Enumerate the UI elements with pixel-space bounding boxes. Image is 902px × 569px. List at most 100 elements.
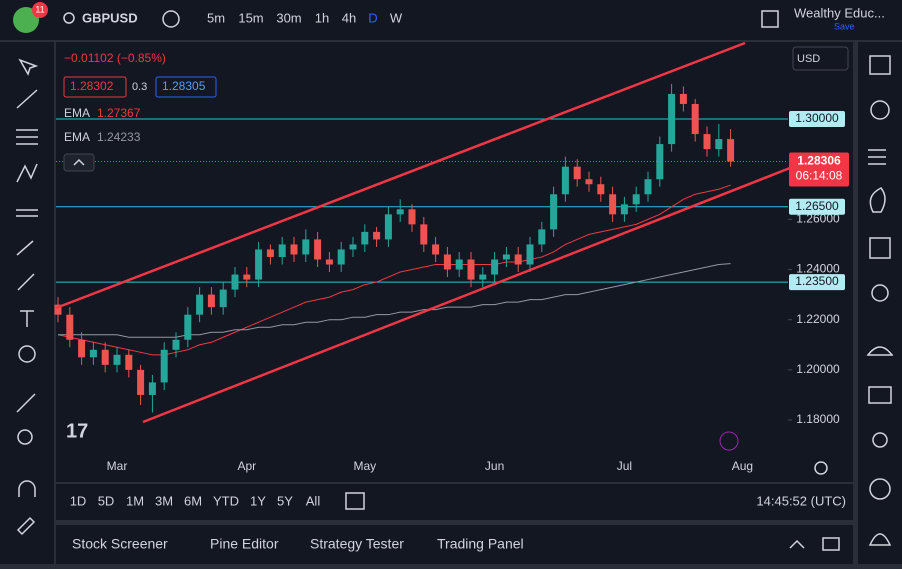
y-tick-label: 1.20000: [796, 362, 840, 376]
x-tick-label: May: [353, 459, 376, 473]
settings-icon[interactable]: [814, 461, 828, 475]
candle-body: [491, 259, 499, 275]
panel-tab[interactable]: Pine Editor: [210, 536, 279, 552]
side-widgets[interactable]: [866, 55, 894, 546]
badge: [32, 2, 48, 18]
panel-tab[interactable]: Stock Screener: [72, 536, 168, 552]
range-button[interactable]: 1Y: [250, 493, 266, 508]
candle-body: [207, 294, 215, 308]
candle-body: [573, 166, 581, 180]
ask-box[interactable]: [155, 76, 217, 98]
add-symbol[interactable]: [162, 10, 180, 28]
channel-lower[interactable]: [142, 166, 791, 424]
avatar[interactable]: [13, 7, 39, 33]
candle-body: [290, 244, 298, 255]
symbol[interactable]: GBPUSD: [82, 10, 138, 25]
candle-body: [231, 274, 239, 290]
candle-body: [514, 254, 522, 265]
collapse-legend[interactable]: [63, 153, 95, 172]
y-tick-label: 1.22000: [796, 312, 840, 326]
save[interactable]: Save: [834, 21, 855, 31]
candle-body: [727, 139, 735, 162]
candle-body: [502, 254, 510, 260]
logo: 17: [66, 420, 88, 442]
range-button[interactable]: 5Y: [277, 493, 293, 508]
level-tag: [789, 198, 845, 215]
candle-body: [266, 249, 274, 257]
interval[interactable]: 5m: [207, 10, 225, 25]
collapse-panel[interactable]: [789, 539, 805, 549]
range-button[interactable]: 1D: [70, 493, 87, 508]
candle-body: [703, 134, 711, 150]
range-button[interactable]: All: [306, 493, 321, 508]
panel-tab[interactable]: Strategy Tester: [310, 536, 404, 552]
candle-body: [644, 179, 652, 195]
bid-box[interactable]: [63, 76, 127, 98]
drawing-tools[interactable]: [16, 58, 39, 536]
candle-body: [125, 354, 133, 370]
currency-box[interactable]: [792, 46, 849, 71]
candle-body: [78, 339, 86, 358]
event-icon[interactable]: [719, 431, 739, 451]
badge-count: 11: [35, 4, 44, 14]
candle-body: [691, 103, 699, 135]
currency[interactable]: USD: [797, 53, 820, 65]
interval[interactable]: W: [390, 10, 403, 25]
account[interactable]: Wealthy Educ...: [794, 5, 885, 20]
change: −0.01102 (−0.85%): [64, 51, 166, 65]
ema-name: EMA: [64, 106, 90, 120]
date-range-icon[interactable]: [345, 492, 365, 510]
y-tick-label: 1.26000: [796, 212, 840, 226]
candle-body: [66, 314, 74, 340]
candle-body: [455, 259, 463, 270]
range-button[interactable]: 3M: [155, 493, 173, 508]
candle-body: [278, 244, 286, 257]
y-tick-label: 1.24000: [796, 262, 840, 276]
candle-body: [148, 382, 156, 395]
layout-icon[interactable]: [761, 10, 779, 28]
search-icon[interactable]: [63, 12, 75, 24]
range-button[interactable]: 5D: [98, 493, 115, 508]
range-button[interactable]: YTD: [213, 493, 239, 508]
level-tag: [789, 111, 845, 128]
candle-body: [325, 259, 333, 265]
candle-body: [54, 304, 62, 315]
x-tick-label: Mar: [107, 459, 128, 473]
interval[interactable]: 4h: [342, 10, 356, 25]
candle-body: [160, 349, 168, 383]
level-label: 1.30000: [795, 111, 839, 125]
candle-body: [361, 231, 369, 245]
candle-body: [538, 229, 546, 245]
interval[interactable]: D: [368, 10, 377, 25]
interval[interactable]: 30m: [276, 10, 301, 25]
candle-body: [302, 239, 310, 255]
maximize-panel[interactable]: [822, 537, 840, 551]
collapse-icon: [73, 158, 85, 166]
last-price-tag: [789, 152, 849, 187]
chart-pane: [56, 42, 853, 482]
channel-upper[interactable]: [55, 41, 746, 310]
candle-body: [632, 194, 640, 205]
ema-value: 1.24233: [97, 130, 141, 144]
ema-line: [57, 184, 731, 356]
candle-body: [561, 166, 569, 195]
last-price-label: 1.28306: [797, 154, 841, 168]
range-button[interactable]: 1M: [126, 493, 144, 508]
candle-body: [219, 289, 227, 308]
x-tick-label: Jun: [485, 459, 504, 473]
panel-tab[interactable]: Trading Panel: [437, 536, 524, 552]
candle-body: [373, 231, 381, 240]
candle-body: [432, 244, 440, 255]
interval[interactable]: 1h: [315, 10, 329, 25]
candle-body: [137, 369, 145, 395]
range-bar: [56, 484, 853, 520]
bid[interactable]: 1.28302: [70, 79, 114, 93]
ask[interactable]: 1.28305: [162, 79, 206, 93]
range-button[interactable]: 6M: [184, 493, 202, 508]
candle-body: [349, 244, 357, 250]
bottom-panel: [56, 525, 853, 564]
clock: 14:45:52 (UTC): [756, 493, 846, 508]
interval[interactable]: 15m: [238, 10, 263, 25]
candle-body: [101, 349, 109, 365]
candle-body: [396, 209, 404, 215]
